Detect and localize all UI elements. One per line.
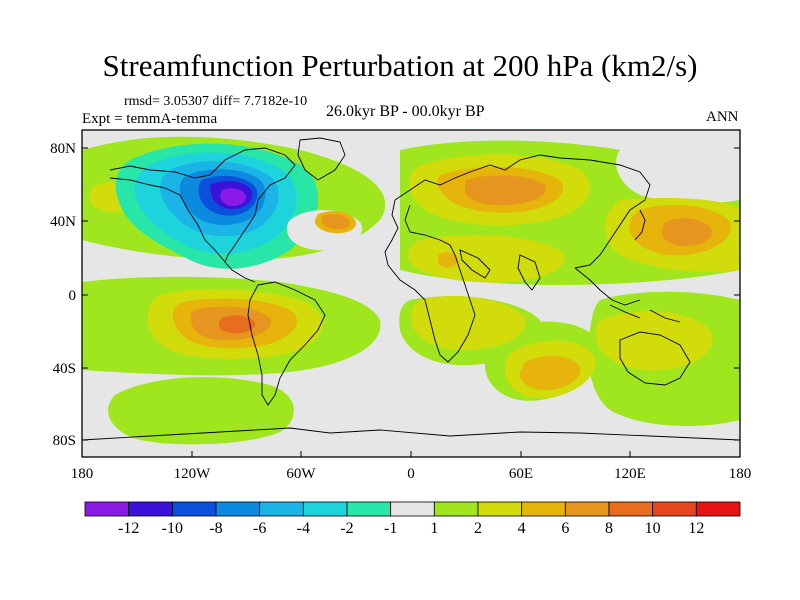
contour-fill	[82, 136, 740, 445]
season-label: ANN	[706, 109, 739, 125]
colorbar-label: 8	[605, 520, 613, 537]
plot-title: Streamfunction Perturbation at 200 hPa (…	[102, 48, 698, 83]
colorbar-label: 6	[561, 520, 569, 537]
lat-label: 80N	[50, 141, 76, 157]
colorbar-swatch	[652, 501, 697, 517]
colorbar-label: -2	[340, 520, 353, 537]
colorbar-swatch	[433, 501, 479, 517]
colorbar-label: -1	[384, 520, 397, 537]
colorbar-label: -8	[209, 520, 222, 537]
coastlines	[82, 137, 740, 441]
colorbar-swatch	[346, 501, 392, 517]
colorbar-swatch	[390, 501, 435, 517]
lon-label: 60E	[509, 466, 533, 482]
colorbar-swatch	[128, 501, 173, 517]
colorbar-label: 1	[430, 520, 438, 537]
colorbar: -12 -10 -8 -6 -4 -2 -1 1 2 4 6 8 10 12	[84, 501, 741, 537]
colorbar-swatch	[215, 501, 261, 517]
lat-label: 40S	[53, 361, 76, 377]
colorbar-swatch	[171, 501, 217, 517]
lat-label: 80S	[53, 433, 76, 449]
colorbar-swatch	[608, 501, 654, 517]
period-label: 26.0kyr BP - 00.0kyr BP	[326, 103, 485, 120]
colorbar-label: 2	[474, 520, 482, 537]
colorbar-swatch	[564, 501, 610, 517]
colorbar-label: -12	[118, 520, 139, 537]
colorbar-label: -10	[162, 520, 183, 537]
colorbar-label: -6	[253, 520, 266, 537]
colorbar-swatch	[521, 501, 566, 517]
colorbar-swatch	[302, 501, 348, 517]
colorbar-label: -4	[297, 520, 310, 537]
axis-ticks	[81, 147, 741, 457]
lon-label: 180	[729, 466, 752, 482]
lat-label: 0	[69, 288, 77, 304]
colorbar-label: 12	[688, 520, 704, 537]
lon-label: 120W	[174, 466, 212, 482]
lat-label: 40N	[50, 214, 76, 230]
stats-label: rmsd= 3.05307 diff= 7.7182e-10	[124, 94, 308, 109]
lon-label: 180	[71, 466, 94, 482]
lon-label: 60W	[286, 466, 316, 482]
experiment-label: Expt = temmA-temma	[82, 111, 218, 127]
colorbar-swatch	[695, 501, 741, 517]
lon-label: 120E	[614, 466, 646, 482]
colorbar-label: 10	[645, 520, 661, 537]
lon-label: 0	[407, 466, 415, 482]
colorbar-swatch	[84, 501, 130, 517]
colorbar-swatch	[477, 501, 523, 517]
colorbar-swatch	[259, 501, 304, 517]
colorbar-label: 4	[518, 520, 526, 537]
